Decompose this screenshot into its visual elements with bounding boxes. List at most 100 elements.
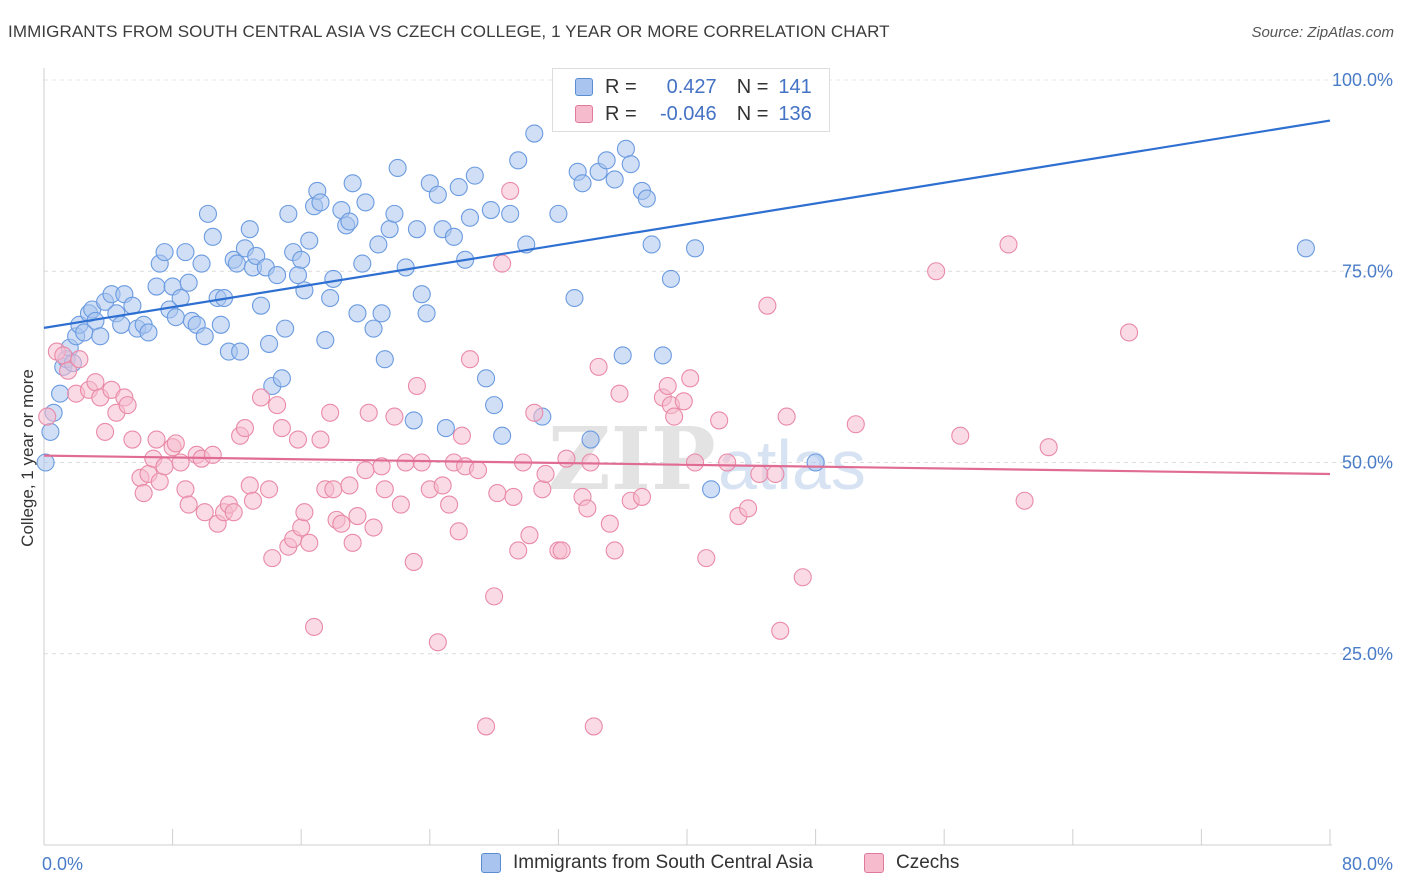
- point-czechs: [272, 419, 291, 438]
- point-south-central-asia: [356, 193, 375, 212]
- point-south-central-asia: [372, 304, 391, 323]
- point-czechs: [632, 487, 652, 506]
- point-south-central-asia: [642, 235, 661, 254]
- point-czechs: [70, 350, 89, 369]
- point-czechs: [557, 449, 576, 468]
- stats-row-czechs: R = -0.046 N = 136: [575, 101, 812, 127]
- point-czechs: [300, 533, 319, 552]
- point-czechs: [412, 453, 431, 472]
- point-czechs: [493, 254, 512, 273]
- series-legend: Immigrants from South Central Asia Czech…: [0, 852, 1406, 878]
- point-czechs: [38, 407, 57, 426]
- point-czechs: [147, 430, 166, 449]
- point-south-central-asia: [465, 166, 484, 185]
- point-south-central-asia: [311, 193, 330, 212]
- point-czechs: [150, 472, 169, 491]
- point-south-central-asia: [407, 220, 426, 239]
- point-south-central-asia: [324, 269, 343, 288]
- point-south-central-asia: [112, 315, 131, 334]
- point-czechs: [681, 369, 700, 388]
- point-czechs: [59, 361, 78, 380]
- point-south-central-asia: [417, 304, 436, 323]
- point-south-central-asia: [272, 369, 291, 388]
- r-label: R =: [605, 102, 637, 125]
- chart-title: IMMIGRANTS FROM SOUTH CENTRAL ASIA VS CZ…: [8, 22, 890, 41]
- point-czechs: [750, 464, 769, 484]
- point-south-central-asia: [493, 426, 512, 445]
- point-south-central-asia: [321, 288, 340, 308]
- swatch-blue: [575, 78, 593, 96]
- n-label: N =: [736, 102, 769, 125]
- point-czechs: [999, 235, 1018, 254]
- point-south-central-asia: [509, 151, 528, 170]
- point-czechs: [605, 541, 624, 560]
- point-south-central-asia: [300, 231, 319, 250]
- point-south-central-asia: [565, 288, 584, 308]
- point-czechs: [348, 506, 367, 526]
- point-south-central-asia: [240, 220, 259, 239]
- point-south-central-asia: [166, 308, 185, 327]
- point-czechs: [311, 430, 330, 449]
- point-czechs: [407, 376, 426, 396]
- point-czechs: [777, 407, 796, 426]
- point-czechs: [134, 484, 153, 503]
- point-south-central-asia: [702, 480, 721, 499]
- point-czechs: [685, 453, 705, 472]
- y-axis-title: College, 1 year or more: [18, 369, 37, 547]
- grid-lines: [44, 79, 1392, 655]
- legend-swatch-pink: [864, 853, 884, 873]
- point-south-central-asia: [192, 254, 211, 273]
- point-czechs: [356, 461, 375, 480]
- point-south-central-asia: [316, 331, 335, 350]
- x-tick-label: 80.0%: [1342, 854, 1393, 874]
- point-czechs: [203, 445, 222, 464]
- point-south-central-asia: [353, 254, 372, 273]
- legend-label: Immigrants from South Central Asia: [513, 852, 813, 873]
- point-south-central-asia: [616, 139, 635, 158]
- point-czechs: [235, 419, 254, 438]
- point-south-central-asia: [198, 204, 218, 223]
- stats-row-south-central-asia: R = 0.427 N = 141: [575, 74, 812, 100]
- point-czechs: [610, 384, 629, 403]
- point-czechs: [86, 373, 105, 392]
- point-south-central-asia: [268, 266, 287, 285]
- source-label: Source: ZipAtlas.com: [1251, 24, 1394, 41]
- point-south-central-asia: [653, 346, 672, 365]
- r-value: -0.046: [659, 102, 717, 125]
- point-south-central-asia: [343, 174, 362, 193]
- point-czechs: [292, 518, 311, 537]
- legend-item-czechs[interactable]: Czechs: [864, 852, 959, 874]
- n-label: N =: [736, 75, 769, 98]
- point-south-central-asia: [581, 430, 600, 449]
- point-south-central-asia: [380, 220, 399, 239]
- point-south-central-asia: [1296, 239, 1315, 258]
- legend-item-south-central-asia[interactable]: Immigrants from South Central Asia: [481, 852, 813, 874]
- point-czechs: [766, 464, 785, 484]
- point-south-central-asia: [525, 124, 544, 143]
- point-south-central-asia: [573, 174, 592, 193]
- point-czechs: [359, 403, 378, 422]
- point-south-central-asia: [259, 334, 279, 353]
- point-south-central-asia: [364, 319, 383, 338]
- swatch-pink: [575, 105, 593, 123]
- point-south-central-asia: [91, 327, 110, 346]
- point-south-central-asia: [179, 273, 198, 292]
- point-czechs: [718, 453, 737, 472]
- point-czechs: [176, 480, 195, 499]
- point-czechs: [452, 426, 472, 445]
- point-czechs: [578, 499, 597, 518]
- point-czechs: [460, 350, 480, 369]
- point-czechs: [259, 480, 279, 499]
- point-czechs: [240, 476, 259, 495]
- point-czechs: [674, 392, 693, 411]
- point-south-central-asia: [176, 243, 195, 262]
- point-czechs: [340, 476, 359, 495]
- point-south-central-asia: [661, 269, 680, 288]
- point-south-central-asia: [806, 453, 825, 472]
- point-czechs: [665, 407, 684, 426]
- point-czechs: [96, 422, 115, 441]
- point-czechs: [375, 480, 394, 499]
- point-south-central-asia: [279, 204, 298, 223]
- point-south-central-asia: [477, 369, 496, 388]
- point-czechs: [428, 633, 447, 652]
